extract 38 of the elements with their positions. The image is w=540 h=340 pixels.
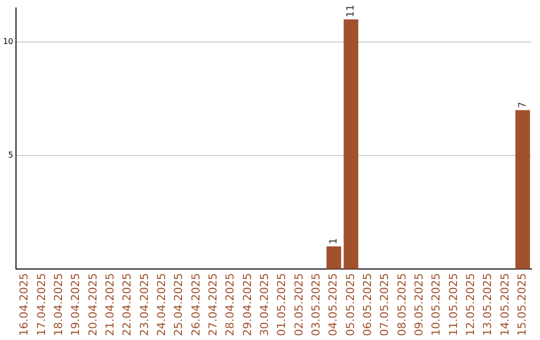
x-tick-label: 19.04.2025 <box>69 273 82 336</box>
x-tick-label: 21.04.2025 <box>103 273 116 336</box>
x-tick-label: 14.05.2025 <box>498 273 512 336</box>
x-tick-label: 08.05.2025 <box>395 273 408 336</box>
x-tick-label: 06.05.2025 <box>361 273 374 336</box>
x-tick-label: 16.04.2025 <box>18 273 31 336</box>
x-tick-label: 30.04.2025 <box>258 273 271 336</box>
bar <box>515 110 530 270</box>
x-tick-label: 12.05.2025 <box>464 273 478 336</box>
bar <box>344 19 358 270</box>
x-tick-label: 26.04.2025 <box>189 273 202 336</box>
x-tick-label: 24.04.2025 <box>154 273 168 336</box>
x-tick-label: 22.04.2025 <box>120 273 134 336</box>
y-tick-label: 10 <box>2 37 14 46</box>
x-tick-label: 05.05.2025 <box>344 273 357 336</box>
data-label: 1 <box>328 238 340 244</box>
y-tick-label: 5 <box>8 150 14 160</box>
x-tick-label: 13.05.2025 <box>481 273 494 336</box>
x-tick-label: 29.04.2025 <box>240 273 254 336</box>
x-tick-label: 07.05.2025 <box>378 273 392 336</box>
x-tick-label: 20.04.2025 <box>86 273 100 336</box>
x-tick-label: 01.05.2025 <box>275 273 288 336</box>
x-tick-label: 23.04.2025 <box>138 273 151 336</box>
x-tick-label: 17.04.2025 <box>34 273 48 336</box>
x-tick-label: 03.05.2025 <box>309 273 322 336</box>
x-tick-label: 25.04.2025 <box>172 273 186 336</box>
x-tick-label: 11.05.2025 <box>446 273 460 336</box>
data-label: 7 <box>517 102 528 108</box>
x-tick-label: 09.05.2025 <box>412 273 426 336</box>
x-tick-label: 10.05.2025 <box>430 273 443 336</box>
bar <box>326 246 342 270</box>
x-tick-label: 28.04.2025 <box>224 273 237 336</box>
x-tick-label: 15.05.2025 <box>516 273 529 336</box>
data-label: 11 <box>346 4 357 18</box>
x-tick-label: 02.05.2025 <box>292 273 306 336</box>
x-tick-label: 04.05.2025 <box>326 273 340 336</box>
x-tick-label: 27.04.2025 <box>206 273 220 336</box>
x-tick-label: 18.04.2025 <box>52 273 65 336</box>
